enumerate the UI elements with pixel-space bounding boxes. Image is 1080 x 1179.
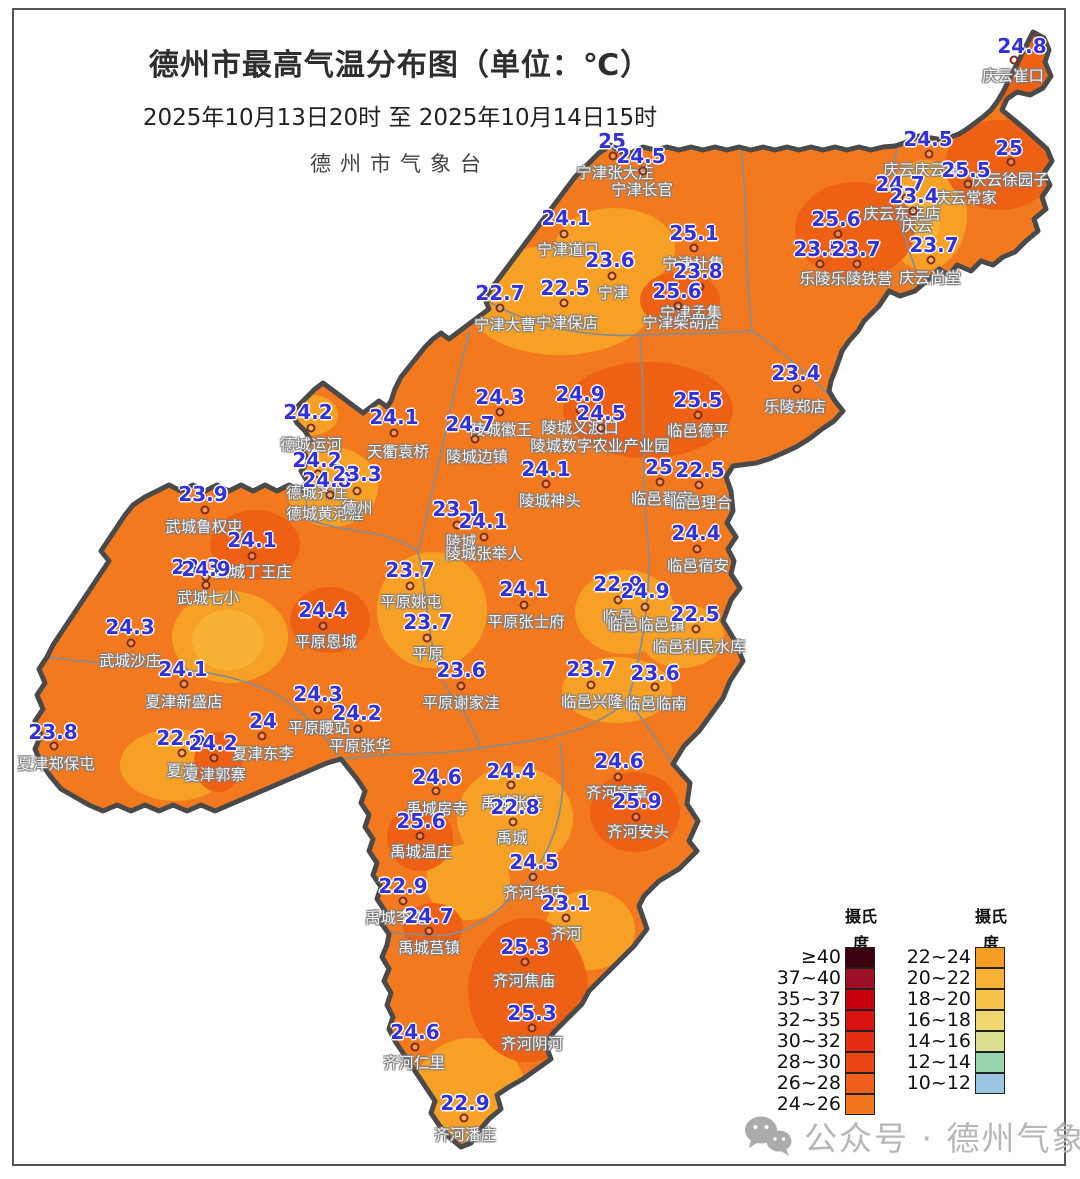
legend-label: 37~40 — [776, 967, 841, 989]
legend-row: 35~37 — [771, 989, 875, 1010]
legend-swatch — [845, 968, 875, 989]
legend-swatch — [845, 1073, 875, 1094]
wechat-icon — [745, 1116, 792, 1156]
legend-label: 24~26 — [776, 1093, 841, 1115]
legend-label: 22~24 — [906, 946, 971, 968]
legend-row: 26~28 — [771, 1073, 875, 1094]
legend-label: 20~22 — [906, 967, 971, 989]
legend-label: 32~35 — [776, 1009, 841, 1031]
legend-row: 20~22 — [901, 968, 1005, 989]
legend-label: 16~18 — [906, 1009, 971, 1031]
legend-row: 37~40 — [771, 968, 875, 989]
legend-left-header-line1: 摄氏 — [844, 907, 877, 926]
legend-label: 18~20 — [906, 988, 971, 1010]
legend-swatch — [845, 1052, 875, 1073]
legend-swatch — [845, 989, 875, 1010]
legend-swatch — [845, 1031, 875, 1052]
watermark: 公众号 · 德州气象 — [742, 1112, 1080, 1160]
legend-swatch — [975, 947, 1005, 968]
plot-frame — [12, 8, 1066, 1166]
page-title: 德州市最高气温分布图（单位：℃） — [148, 48, 652, 83]
legend-row: 16~18 — [901, 1010, 1005, 1031]
legend-row: 28~30 — [771, 1052, 875, 1073]
legend-right: 22~24 20~22 18~20 16~18 14~16 12~14 10~12 — [901, 947, 1005, 1094]
legend-row: ≥40 — [771, 947, 875, 968]
legend-swatch — [845, 1094, 875, 1115]
legend-row: 30~32 — [771, 1031, 875, 1052]
legend-label: 14~16 — [906, 1030, 971, 1052]
legend-label: 28~30 — [776, 1051, 841, 1073]
legend-label: 10~12 — [906, 1072, 971, 1094]
legend-label: 35~37 — [776, 988, 841, 1010]
city-outer-boundary — [32, 29, 1055, 1150]
legend-row: 18~20 — [901, 989, 1005, 1010]
legend-row: 10~12 — [901, 1073, 1005, 1094]
header-block: 德州市最高气温分布图（单位：℃） 2025年10月13日20时 至 2025年1… — [0, 40, 800, 178]
legend-swatch — [975, 1073, 1005, 1094]
legend-label: ≥40 — [800, 946, 841, 968]
legend-right-header-line1: 摄氏 — [974, 907, 1007, 926]
legend-row: 12~14 — [901, 1052, 1005, 1073]
legend-label: 26~28 — [776, 1072, 841, 1094]
legend-swatch — [975, 1031, 1005, 1052]
legend-row: 14~16 — [901, 1031, 1005, 1052]
legend-swatch — [975, 968, 1005, 989]
legend-swatch — [975, 1052, 1005, 1073]
agency-name: 德州市气象台 — [310, 152, 490, 176]
legend-left: ≥40 37~40 35~37 32~35 30~32 28~30 26~28 24~26 — [771, 947, 875, 1115]
county-boundaries — [47, 147, 931, 937]
legend-swatch — [845, 1010, 875, 1031]
legend-row: 22~24 — [901, 947, 1005, 968]
watermark-text: 公众号 · 德州气象 — [804, 1119, 1080, 1158]
legend-swatch — [845, 947, 875, 968]
page-subtitle: 2025年10月13日20时 至 2025年10月14日15时 — [142, 105, 658, 131]
legend-row: 24~26 — [771, 1094, 875, 1115]
legend-swatch — [975, 989, 1005, 1010]
legend-label: 12~14 — [906, 1051, 971, 1073]
legend-swatch — [975, 1010, 1005, 1031]
legend-label: 30~32 — [776, 1030, 841, 1052]
legend-row: 32~35 — [771, 1010, 875, 1031]
